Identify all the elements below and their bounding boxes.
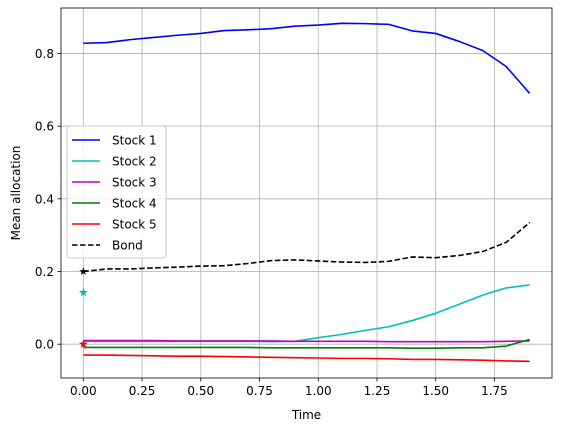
legend-label-stock-3: Stock 3 [112,176,157,190]
x-tick-label: 0.75 [246,384,273,398]
x-tick-label: 1.25 [364,384,391,398]
series-line-stock-1 [83,22,531,94]
series-line-bond [83,221,531,273]
series-marker-bond [79,267,88,275]
x-tick-label: 0.25 [129,384,156,398]
series-lines [83,22,531,363]
x-tick-label: 0.00 [70,384,97,398]
x-axis-label: Time [291,408,321,422]
legend-label-stock-5: Stock 5 [112,218,157,232]
y-tick-label: 0.6 [35,120,54,134]
series-marker-stock-2 [79,288,88,296]
series-marker-stock-5 [79,340,88,348]
x-tick-label: 1.50 [422,384,449,398]
x-tick-label: 0.50 [187,384,214,398]
legend: Stock 1 Stock 2 Stock 3 Stock 4 Stock 5 Bond [66,125,167,259]
legend-label-stock-1: Stock 1 [112,134,157,148]
legend-label-stock-4: Stock 4 [112,197,157,211]
x-axis-ticks: 0.00 0.25 0.50 0.75 1.00 1.25 1.50 1.75 [70,378,508,398]
x-tick-label: 1.75 [481,384,508,398]
y-axis-ticks: 0.0 0.2 0.4 0.6 0.8 [35,47,61,352]
legend-box [66,125,167,259]
y-tick-label: 0.4 [35,192,54,206]
y-tick-label: 0.8 [35,47,54,61]
series-line-stock-4 [83,338,530,349]
y-axis-label: Mean allocation [9,146,23,241]
series-line-stock-5 [83,354,530,363]
grid-lines [61,8,552,378]
legend-label-bond: Bond [112,239,143,253]
series-line-stock-3 [83,339,530,343]
y-tick-label: 0.0 [35,338,54,352]
legend-label-stock-2: Stock 2 [112,155,157,169]
axes-frame [60,7,553,379]
series-markers [79,267,88,348]
y-tick-label: 0.2 [35,265,54,279]
x-tick-label: 1.00 [305,384,332,398]
